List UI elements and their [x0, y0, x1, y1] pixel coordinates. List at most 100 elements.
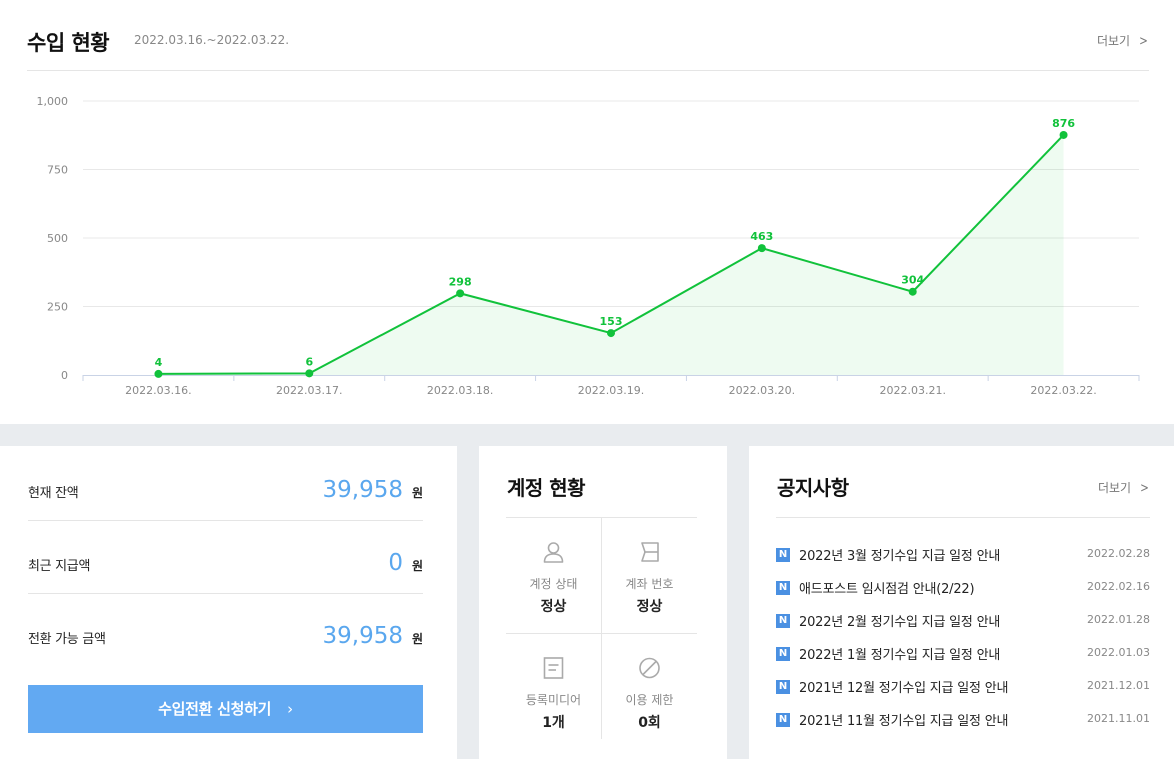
x-tick-label: 2022.03.21. — [879, 384, 945, 397]
new-badge: N — [776, 713, 790, 727]
account-cell-bank-account: 계좌 번호 정상 — [602, 518, 697, 633]
notice-link[interactable]: 2022년 1월 정기수입 지급 일정 안내 — [799, 648, 1001, 663]
chevron-right-icon: › — [287, 700, 293, 718]
new-badge: N — [776, 614, 790, 628]
notice-title: 공지사항 — [777, 476, 849, 500]
data-label: 304 — [901, 274, 924, 287]
new-badge: N — [776, 548, 790, 562]
account-grid: 계정 상태 정상 계좌 번호 정상 등록미디어 1개 이용 — [506, 517, 697, 739]
balance-label: 현재 잔액 — [28, 486, 79, 501]
request-conversion-label: 수입전환 신청하기 — [158, 700, 272, 718]
notice-date: 2022.01.28 — [1087, 613, 1150, 626]
notice-date: 2022.01.03 — [1087, 646, 1150, 659]
data-label: 4 — [155, 356, 163, 369]
y-tick-label: 0 — [61, 369, 68, 382]
data-label: 298 — [449, 275, 472, 288]
wallet-icon — [641, 542, 659, 562]
account-cell-restriction: 이용 제한 0회 — [602, 634, 697, 749]
account-cell-value: 정상 — [540, 599, 567, 615]
x-tick-label: 2022.03.22. — [1030, 384, 1096, 397]
data-label: 153 — [600, 315, 623, 328]
balance-label: 전환 가능 금액 — [28, 632, 106, 647]
notice-date: 2022.02.28 — [1087, 547, 1150, 560]
account-cell-value: 0회 — [638, 715, 661, 731]
notice-item[interactable]: N 2022년 1월 정기수입 지급 일정 안내 2022.01.03 — [776, 643, 1150, 676]
x-tick-label: 2022.03.17. — [276, 384, 342, 397]
y-tick-label: 750 — [47, 164, 68, 177]
data-label: 876 — [1052, 117, 1075, 130]
divider — [506, 633, 697, 634]
account-cell-title: 등록미디어 — [525, 693, 582, 707]
balance-row-convertible: 전환 가능 금액 39,958 원 — [28, 594, 423, 667]
new-badge: N — [776, 680, 790, 694]
account-title: 계정 현황 — [507, 476, 586, 500]
data-label: 6 — [305, 355, 313, 368]
x-tick-label: 2022.03.18. — [427, 384, 493, 397]
new-badge: N — [776, 647, 790, 661]
y-tick-label: 1,000 — [37, 95, 69, 108]
document-icon — [543, 657, 564, 679]
notice-link[interactable]: 애드포스트 임시점검 안내(2/22) — [799, 582, 975, 597]
x-tick-label: 2022.03.20. — [729, 384, 795, 397]
data-point — [757, 244, 766, 253]
notice-more-label: 더보기 — [1097, 481, 1132, 495]
notice-link[interactable]: 2021년 12월 정기수입 지급 일정 안내 — [799, 681, 1009, 696]
data-label: 463 — [750, 230, 773, 243]
series-area — [158, 134, 1064, 375]
balance-row-recent-payment: 최근 지급액 0 원 — [28, 521, 423, 594]
account-cell-status: 계정 상태 정상 — [506, 518, 601, 633]
balance-row-current: 현재 잔액 39,958 원 — [28, 448, 423, 521]
revenue-period: 2022.03.16.~2022.03.22. — [134, 33, 290, 47]
data-point — [154, 369, 163, 378]
balance-unit: 원 — [411, 632, 423, 646]
chevron-right-icon: > — [1139, 34, 1148, 49]
data-point — [908, 287, 917, 296]
data-point — [1059, 130, 1068, 139]
notice-link[interactable]: 2022년 2월 정기수입 지급 일정 안내 — [799, 615, 1001, 630]
revenue-chart: 0 250 500 750 1,000 2022.03.16. 2022.03.17. 202… — [37, 95, 1140, 397]
data-point — [456, 289, 465, 298]
balance-unit: 원 — [411, 559, 423, 573]
notice-date: 2022.02.16 — [1087, 580, 1150, 593]
notice-more-link[interactable]: 더보기 > — [1098, 479, 1150, 496]
account-cell-value: 정상 — [636, 599, 663, 615]
revenue-more-link[interactable]: 더보기 > — [1097, 32, 1149, 49]
notice-item[interactable]: N 2022년 2월 정기수입 지급 일정 안내 2022.01.28 — [776, 610, 1150, 643]
request-conversion-button[interactable]: 수입전환 신청하기 › — [28, 685, 423, 733]
notice-link[interactable]: 2021년 11월 정기수입 지급 일정 안내 — [799, 714, 1009, 729]
y-tick-label: 250 — [47, 301, 68, 314]
balance-value: 39,958 — [322, 477, 403, 503]
notice-item[interactable]: N 애드포스트 임시점검 안내(2/22) 2022.02.16 — [776, 577, 1150, 610]
revenue-header: 수입 현황 2022.03.16.~2022.03.22. 더보기 > — [27, 0, 1149, 71]
user-icon — [543, 542, 564, 563]
revenue-title: 수입 현황 — [27, 31, 110, 55]
data-point — [607, 329, 615, 338]
account-cell-media: 등록미디어 1개 — [506, 634, 601, 749]
y-tick-label: 500 — [47, 232, 68, 245]
new-badge: N — [776, 581, 790, 595]
prohibited-icon — [639, 657, 660, 679]
notice-link[interactable]: 2022년 3월 정기수입 지급 일정 안내 — [799, 549, 1001, 564]
balance-value: 0 — [388, 550, 403, 576]
divider — [601, 518, 602, 739]
chevron-right-icon: > — [1140, 481, 1149, 496]
notice-item[interactable]: N 2021년 11월 정기수입 지급 일정 안내 2021.11.01 — [776, 709, 1150, 742]
notice-item[interactable]: N 2022년 3월 정기수입 지급 일정 안내 2022.02.28 — [776, 544, 1150, 577]
account-cell-title: 이용 제한 — [625, 693, 674, 707]
notice-card: 공지사항 더보기 > N 2022년 3월 정기수입 지급 일정 안내 2022.… — [749, 446, 1174, 759]
balance-unit: 원 — [411, 486, 423, 500]
x-tick-label: 2022.03.16. — [125, 384, 191, 397]
account-cell-title: 계정 상태 — [529, 577, 578, 591]
account-card: 계정 현황 계정 상태 정상 계좌 번호 정상 등록 — [479, 446, 727, 759]
revenue-more-label: 더보기 — [1096, 34, 1131, 48]
balance-label: 최근 지급액 — [28, 559, 91, 574]
notice-date: 2021.12.01 — [1087, 679, 1150, 692]
divider — [776, 517, 1150, 518]
notice-list: N 2022년 3월 정기수입 지급 일정 안내 2022.02.28 N 애드… — [776, 544, 1150, 742]
notice-item[interactable]: N 2021년 12월 정기수입 지급 일정 안내 2021.12.01 — [776, 676, 1150, 709]
x-tick-label: 2022.03.19. — [578, 384, 644, 397]
balance-value: 39,958 — [322, 623, 403, 649]
revenue-panel: 수입 현황 2022.03.16.~2022.03.22. 더보기 > 0 250 5… — [0, 0, 1174, 424]
data-point — [305, 369, 314, 378]
account-cell-value: 1개 — [542, 715, 565, 731]
